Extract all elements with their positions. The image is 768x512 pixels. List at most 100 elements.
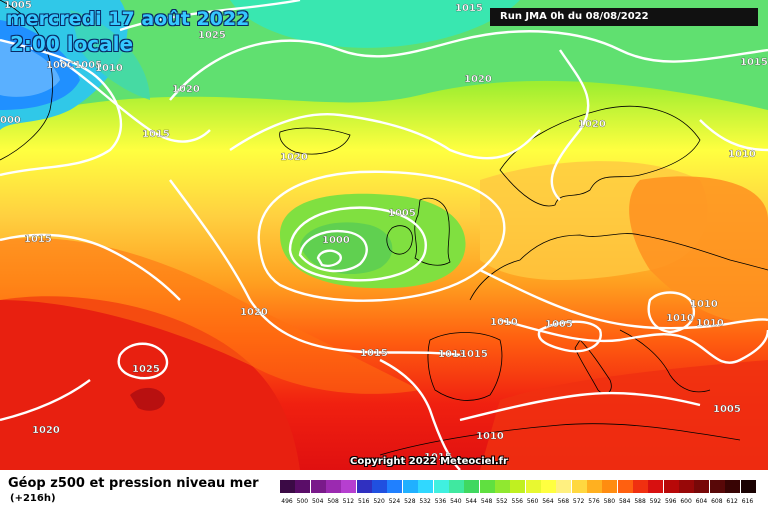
legend-tick-label: 516: [358, 498, 370, 505]
legend-swatch: [663, 480, 679, 493]
isobar-1015-north: [119, 0, 301, 32]
isobar-label: 1013: [438, 349, 466, 360]
isobar-1010-se: [647, 291, 696, 334]
legend-tick-label: 540: [450, 498, 462, 505]
isobar-label: 1020: [240, 307, 268, 318]
legend-swatch: [540, 480, 556, 493]
isobar-label: 1015: [424, 452, 452, 463]
legend-swatch: [433, 480, 449, 493]
legend-swatch: [387, 480, 403, 493]
legend-swatch: [648, 480, 664, 493]
isobar-label: 1010: [728, 149, 756, 160]
weather-map: 1005 1025 1015 100C1005 1010 1020 000 10…: [0, 0, 768, 470]
legend-swatch: [694, 480, 710, 493]
isobar-1000-core: [316, 249, 342, 267]
field-lightblue-core: [0, 40, 60, 97]
isobar-label: 1010: [690, 299, 718, 310]
legend-swatch: [740, 480, 756, 493]
legend-swatch: [602, 480, 618, 493]
isobar-label: 1000: [322, 235, 350, 246]
legend-tick-label: 544: [465, 498, 477, 505]
legend-tick-label: 520: [373, 498, 385, 505]
legend-swatch: [341, 480, 357, 493]
isobar-label: 1015: [455, 3, 483, 14]
isobar-label: 1010: [95, 63, 123, 74]
legend-tick-label: 592: [649, 498, 662, 505]
forecast-time: 2:00 locale: [10, 32, 134, 56]
isobar-1020-ring: [257, 170, 506, 302]
isobar-label: 1020: [32, 425, 60, 436]
isobar-1020-south: [0, 379, 91, 422]
isobar-1020-east: [550, 49, 590, 201]
isobar-label: 1015: [740, 57, 768, 68]
isobar-label: 1025: [198, 30, 226, 41]
field-green-north: [0, 0, 768, 120]
legend-swatch: [295, 480, 311, 493]
forecast-range: (+216h): [10, 493, 56, 504]
legend-tick-label: 512: [342, 498, 355, 505]
isobar-1015-europe: [479, 268, 768, 330]
legend-swatch: [280, 480, 295, 493]
legend-swatch: [679, 480, 695, 493]
isobar-label: 1005: [4, 0, 32, 11]
legend-tick-label: 532: [419, 498, 431, 505]
forecast-date: mercredi 17 août 2022: [6, 8, 250, 30]
isobar-1000-low: [298, 229, 368, 273]
legend-tick-label: 612: [726, 498, 738, 505]
isobar-label: 1020: [280, 152, 308, 163]
isobar-labels: 1005 1025 1015 100C1005 1010 1020 000 10…: [0, 0, 768, 463]
legend-tick-label: 596: [665, 498, 677, 505]
legend-tick-label: 524: [388, 498, 401, 505]
isobar-label: 1020: [172, 84, 200, 95]
legend-swatch: [372, 480, 388, 493]
legend-tick-label: 608: [711, 498, 723, 505]
legend-tick-label: 500: [296, 498, 309, 505]
legend-swatch: [571, 480, 587, 493]
british-isles-coast: [414, 197, 451, 266]
africa-coast: [379, 423, 741, 456]
isobar-label: 1005: [388, 208, 416, 219]
legend-swatch: [525, 480, 541, 493]
field-darkred-high: [130, 387, 165, 411]
legend-tick-label: 576: [588, 498, 600, 505]
isobar-label: 1010: [666, 313, 694, 324]
isobar-label: 1020: [464, 74, 492, 85]
color-legend: 496 500 504 508 512 516 520 524 528 532 536 540 544 5…: [280, 480, 756, 506]
field-teal-greenland: [70, 10, 150, 100]
legend-tick-label: 528: [404, 498, 416, 505]
isobar-label: 1015: [142, 129, 170, 140]
isobar-label: 1015: [460, 349, 488, 360]
isobar-1025-high: [117, 342, 169, 380]
legend-tick-label: 548: [480, 498, 493, 505]
isobar-label: 1010: [476, 431, 504, 442]
legend-tick-label: 572: [572, 498, 585, 505]
legend-swatch: [326, 480, 342, 493]
isobar-label: 1010: [490, 317, 518, 328]
legend-swatch: [633, 480, 649, 493]
map-title: Géop z500 et pression niveau mer: [8, 476, 259, 491]
legend-tick-label: 560: [526, 498, 539, 505]
iceland-coast: [279, 127, 351, 155]
field-red-southeast: [480, 360, 768, 470]
isobar-label: 1005: [545, 319, 573, 330]
legend-tick-label: 496: [281, 498, 293, 505]
isobar-label: 1025: [132, 364, 160, 375]
run-info: Run JMA 0h du 08/08/2022: [490, 8, 758, 26]
legend-tick-label: 504: [311, 498, 324, 505]
greenland-coast: [0, 0, 53, 161]
field-red-southwest: [0, 296, 300, 470]
isobar-label: 1015: [24, 234, 52, 245]
legend-tick-label: 616: [741, 498, 754, 505]
field-orange-mid: [0, 238, 420, 394]
legend-swatch: [448, 480, 464, 493]
isobar-label: 1010: [696, 318, 724, 329]
isobar-1005-low: [288, 206, 427, 282]
legend-swatch: [556, 480, 572, 493]
isobar-label: 1015: [360, 348, 388, 359]
legend-swatch: [310, 480, 326, 493]
legend-swatch: [510, 480, 526, 493]
field-orange-east: [629, 176, 768, 322]
legend-swatch: [418, 480, 434, 493]
isobar-1015-greenland: [59, 59, 211, 143]
balkans-coast: [619, 329, 711, 393]
